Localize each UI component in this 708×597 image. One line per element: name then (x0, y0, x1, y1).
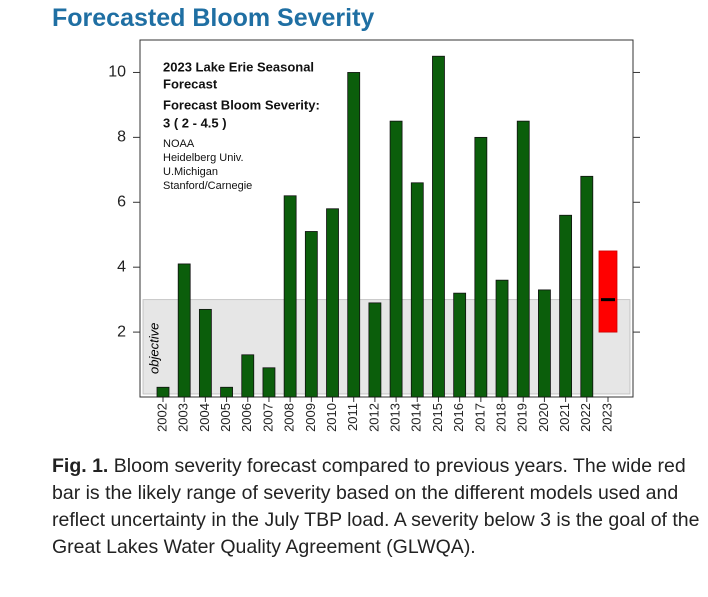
bar (538, 289, 551, 398)
objective-band (142, 299, 631, 395)
annotation-line: Forecast Bloom Severity: (163, 97, 320, 112)
bar (389, 120, 403, 398)
bar (347, 72, 361, 398)
x-tick-label: 2008 (282, 403, 297, 432)
bar (432, 55, 445, 398)
x-tick-label: 2010 (324, 403, 339, 432)
annotation-line: Stanford/Carnegie (163, 180, 252, 192)
x-tick-label: 2004 (197, 403, 212, 432)
annotation-line: U.Michigan (163, 166, 218, 178)
bar (559, 214, 573, 398)
x-tick-label: 2009 (303, 403, 318, 432)
bar (241, 354, 255, 398)
x-tick-label: 2023 (599, 403, 614, 432)
y-tick-label: 2 (117, 323, 126, 340)
bar (495, 279, 509, 398)
forecast-range (598, 250, 618, 333)
x-tick-label: 2007 (260, 403, 275, 432)
bar (368, 302, 382, 398)
bar (474, 136, 488, 398)
caption-label: Fig. 1. (52, 455, 109, 477)
x-tick-label: 2021 (557, 403, 572, 432)
x-tick-label: 2013 (388, 403, 403, 432)
annotation-line: Heidelberg Univ. (163, 152, 244, 164)
bar (177, 263, 191, 398)
y-tick-label: 10 (108, 64, 126, 81)
annotation-line: 2023 Lake Erie Seasonal (163, 59, 314, 74)
bar (283, 195, 297, 398)
bar (516, 120, 530, 398)
caption: Fig. 1. Bloom severity forecast compared… (52, 453, 702, 561)
bar (453, 292, 467, 398)
bar (326, 208, 339, 398)
x-tick-label: 2002 (154, 403, 169, 432)
x-tick-label: 2006 (239, 403, 254, 432)
chart: objective 2 4 6 8 10 2002 2003 2004 2005 2006 2007 2… (108, 39, 640, 432)
y-tick-label: 8 (117, 129, 126, 146)
bar (580, 175, 594, 398)
x-tick-label: 2014 (409, 403, 424, 432)
x-tick-label: 2011 (345, 403, 360, 431)
x-tick-label: 2020 (536, 403, 551, 432)
annotation-line: 3 ( 2 - 4.5 ) (163, 115, 227, 130)
bar (410, 182, 424, 398)
x-tick-label: 2003 (176, 403, 191, 432)
x-tick-label: 2016 (451, 403, 466, 432)
x-tick-label: 2018 (493, 403, 508, 432)
bar (198, 308, 212, 398)
page-title: Forecasted Bloom Severity (52, 4, 375, 32)
x-tick-label: 2019 (515, 403, 530, 432)
annotation-line: Forecast (163, 76, 218, 91)
annotation-line: NOAA (163, 138, 195, 150)
objective-label: objective (146, 323, 161, 374)
bar (156, 386, 170, 398)
caption-text: Bloom severity forecast compared to prev… (52, 455, 700, 558)
y-tick-label: 6 (117, 193, 126, 210)
x-tick-label: 2022 (578, 403, 593, 432)
bar (220, 386, 233, 398)
x-tick-label: 2017 (472, 403, 487, 432)
x-tick-label: 2005 (218, 403, 233, 432)
plot-frame (139, 39, 634, 398)
x-tick-label: 2012 (366, 403, 381, 432)
bar (262, 367, 276, 398)
y-tick-label: 4 (117, 258, 126, 275)
bar (304, 231, 318, 398)
x-tick-label: 2015 (430, 403, 445, 432)
